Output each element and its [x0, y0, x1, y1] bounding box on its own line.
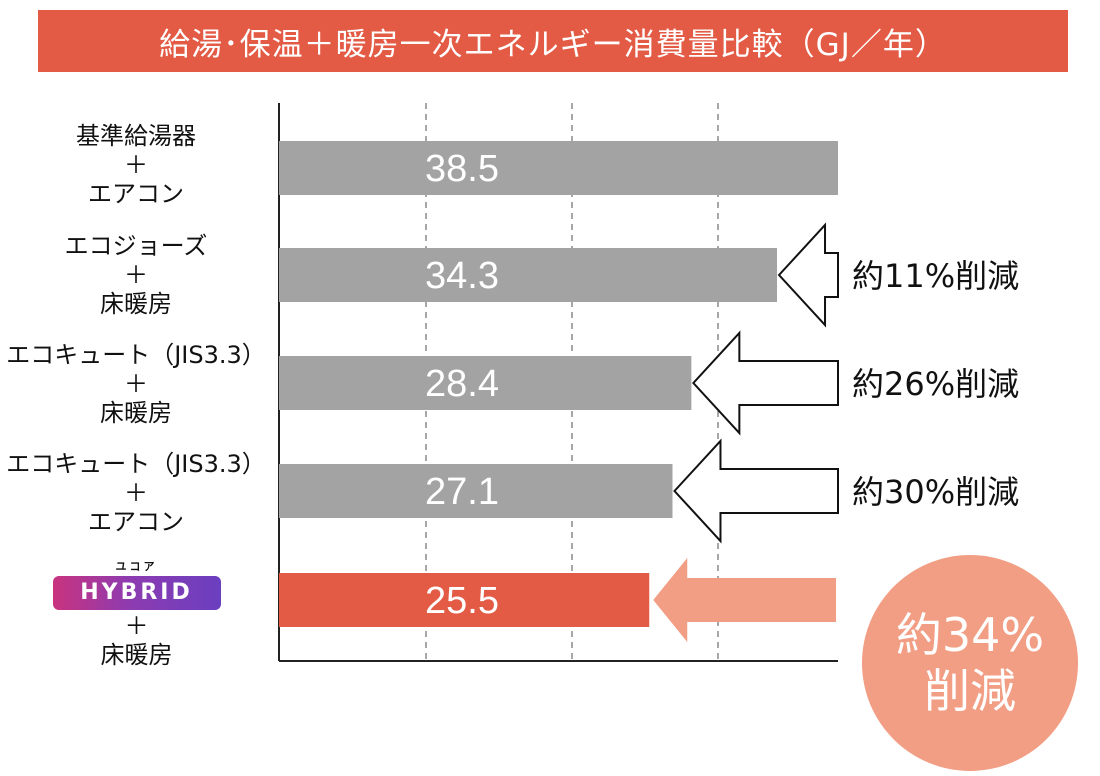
bar-value-label: 27.1 — [425, 471, 499, 513]
category-label-line: ＋ — [124, 370, 148, 398]
category-label-line: エコジョーズ — [64, 232, 208, 260]
reduction-arrow — [691, 330, 839, 436]
bar-value-label: 28.4 — [425, 363, 499, 405]
chart-title: 給湯･保温＋暖房一次エネルギー消費量比較（GJ／年） — [159, 26, 947, 63]
bar-value-label: 34.3 — [425, 255, 499, 297]
category-label-line: ＋ — [124, 479, 148, 507]
bar — [279, 573, 650, 627]
bar-value-label: 25.5 — [425, 580, 499, 622]
category-label-line: エアコン — [88, 180, 184, 208]
bar — [279, 464, 673, 518]
category-label-line: 床暖房 — [100, 641, 173, 669]
bar — [279, 141, 838, 195]
brand-subtitle: ユコア — [115, 560, 158, 573]
category-label-ecojozu: エコジョーズ ＋ 床暖房 — [0, 232, 272, 319]
category-label-line: 基準給湯器 — [76, 122, 196, 150]
title-banner: 給湯･保温＋暖房一次エネルギー消費量比較（GJ／年） — [38, 10, 1068, 72]
bar — [279, 248, 778, 302]
category-label-line: ＋ — [124, 151, 148, 179]
category-label-line: エアコン — [88, 508, 184, 536]
reduction-arrow — [777, 222, 839, 328]
category-label-ecocute-floor: エコキュート（JIS3.3） ＋ 床暖房 — [0, 341, 272, 428]
category-label-ecocute-aircon: エコキュート（JIS3.3） ＋ エアコン — [0, 450, 272, 537]
reduction-badge-percent: 約34% — [895, 608, 1045, 662]
bar-value-label: 38.5 — [425, 148, 499, 190]
highlight-reduction-arrow — [653, 558, 836, 642]
reduction-badge-label: 削減 — [924, 664, 1016, 718]
category-label-standard-heater: 基準給湯器 ＋ エアコン — [0, 122, 272, 209]
category-label-line: ＋ — [124, 261, 148, 289]
reduction-arrow — [673, 438, 839, 544]
hybrid-logo: HYBRID — [52, 576, 221, 610]
category-label-line: エコキュート（JIS3.3） — [6, 341, 266, 369]
category-label-line: エコキュート（JIS3.3） — [6, 450, 266, 478]
bar — [279, 356, 692, 410]
category-label-hybrid: ユコア HYBRID ＋ 床暖房 — [14, 560, 259, 670]
reduction-label: 約11%削減 — [852, 257, 1019, 295]
reduction-badge: 約34% 削減 — [862, 555, 1078, 771]
reduction-label: 約30%削減 — [852, 473, 1019, 511]
reduction-label: 約26%削減 — [852, 365, 1019, 403]
category-label-line: 床暖房 — [100, 290, 172, 318]
category-label-line: ＋ — [124, 612, 149, 640]
category-label-line: 床暖房 — [100, 399, 172, 427]
